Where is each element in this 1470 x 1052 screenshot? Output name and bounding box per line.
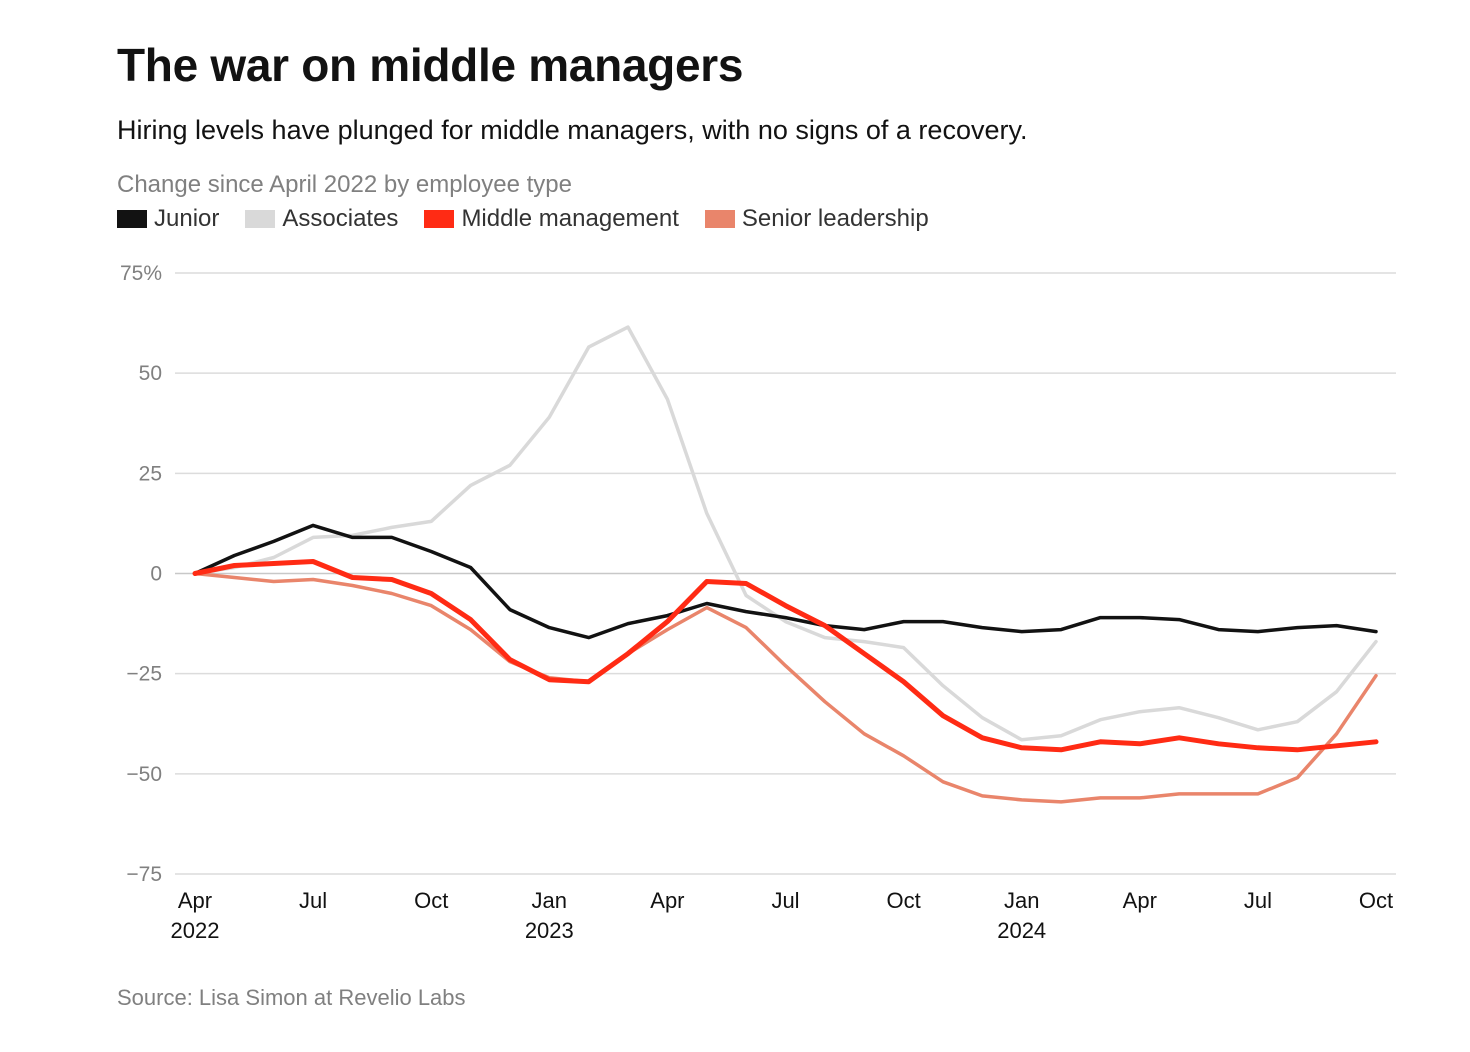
- x-tick-label: Jan: [532, 888, 567, 913]
- chart-title: The war on middle managers: [117, 39, 744, 91]
- y-axis-tick-labels: 75% 50 25 0 −25 −50 −75: [120, 262, 162, 886]
- x-tick-label: Oct: [886, 888, 920, 913]
- series-line-junior: [193, 523, 1378, 640]
- chart-caption: Change since April 2022 by employee type: [117, 171, 572, 198]
- x-tick-label: Apr: [650, 888, 684, 913]
- y-tick-label: 25: [139, 462, 162, 485]
- series-line-middle-management: [192, 559, 1379, 753]
- legend-item-associates: Associates: [245, 205, 398, 233]
- x-tick-label: Jul: [771, 888, 799, 913]
- y-tick-label: 0: [150, 563, 162, 586]
- y-tick-label: 75%: [120, 262, 162, 285]
- x-tick-label: Oct: [1359, 888, 1393, 913]
- series-lines: [192, 325, 1379, 804]
- chart-source: Source: Lisa Simon at Revelio Labs: [117, 985, 466, 1010]
- y-tick-label: 50: [139, 362, 162, 385]
- x-tick-label: Jan: [1004, 888, 1039, 913]
- x-tick-label: Apr: [1123, 888, 1157, 913]
- x-tick-label: Oct: [414, 888, 448, 913]
- x-tick-year-label: 2024: [997, 918, 1046, 943]
- legend-swatch-senior-leadership: [704, 210, 735, 228]
- legend-label-junior: Junior: [154, 205, 220, 232]
- grid-layer: [175, 272, 1396, 875]
- x-tick-label: Jul: [1244, 888, 1272, 913]
- x-axis-tick-labels: Apr 2022 Jul Oct Jan 2023 Apr Jul Oct Jan 2024 Apr J…: [171, 888, 1394, 943]
- legend-item-senior-leadership: Senior leadership: [704, 205, 929, 233]
- x-tick-label: Apr: [178, 888, 212, 913]
- legend-swatch-associates: [245, 210, 276, 228]
- legend-label-senior-leadership: Senior leadership: [741, 205, 929, 232]
- chart-legend: Junior Associates Middle management Seni…: [117, 205, 955, 233]
- chart-subtitle: Hiring levels have plunged for middle ma…: [117, 115, 1028, 145]
- x-tick-label: Jul: [299, 888, 327, 913]
- series-line-senior-leadership: [193, 571, 1378, 804]
- y-tick-label: −50: [126, 763, 162, 786]
- y-tick-label: −75: [126, 863, 162, 886]
- legend-swatch-middle-management: [424, 210, 455, 228]
- y-tick-label: −25: [126, 663, 162, 686]
- legend-swatch-junior: [117, 210, 147, 228]
- legend-item-junior: Junior: [117, 205, 219, 233]
- x-tick-year-label: 2023: [525, 918, 574, 943]
- legend-label-associates: Associates: [282, 205, 399, 232]
- x-tick-year-label: 2022: [171, 918, 220, 943]
- legend-item-middle-management: Middle management: [424, 205, 679, 233]
- series-line-associates: [193, 325, 1378, 742]
- legend-label-middle-management: Middle management: [461, 205, 679, 232]
